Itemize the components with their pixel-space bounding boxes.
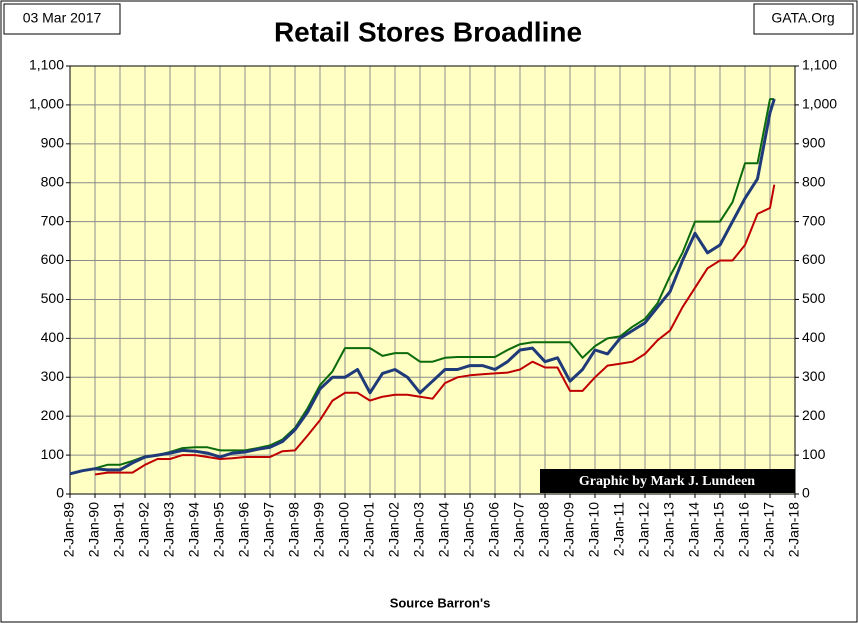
date-box (3, 3, 121, 35)
x-tick-label: 2-Jan-05 (461, 502, 477, 557)
y-tick-label: 1,100 (29, 57, 64, 73)
y-tick-label: 600 (41, 251, 65, 267)
y2-tick-label: 700 (802, 212, 826, 228)
y2-tick-label: 800 (802, 173, 826, 189)
x-tick-label: 2-Jan-11 (611, 502, 627, 556)
x-tick-label: 2-Jan-12 (636, 502, 652, 557)
x-tick-label: 2-Jan-94 (186, 502, 202, 557)
x-tick-label: 2-Jan-06 (486, 502, 502, 557)
x-axis-label: Source Barron's (390, 595, 491, 610)
y-tick-label: 100 (41, 446, 65, 462)
x-tick-label: 2-Jan-13 (661, 502, 677, 557)
y2-tick-label: 600 (802, 251, 826, 267)
y-tick-label: 300 (41, 368, 65, 384)
x-tick-label: 2-Jan-10 (586, 502, 602, 557)
y2-tick-label: 400 (802, 329, 826, 345)
x-tick-label: 2-Jan-96 (236, 502, 252, 557)
x-tick-label: 2-Jan-92 (136, 502, 152, 557)
x-tick-label: 2-Jan-07 (511, 502, 527, 557)
x-tick-label: 2-Jan-97 (261, 502, 277, 557)
plot-border (69, 65, 796, 495)
series-line (94, 184, 776, 476)
x-tick-label: 2-Jan-02 (386, 502, 402, 557)
y2-tick-label: 500 (802, 290, 826, 306)
series-line (94, 98, 775, 470)
x-tick-label: 2-Jan-00 (336, 502, 352, 557)
x-tick-label: 2-Jan-15 (711, 502, 727, 557)
y2-tick-label: 0 (802, 485, 810, 501)
y-tick-label: 900 (41, 135, 65, 151)
y2-tick-label: 1,100 (802, 57, 837, 73)
x-tick-label: 2-Jan-91 (111, 502, 127, 557)
plot: 0 0 100 100 200 200 300 300 400 400 500 500 600 600 70… (29, 57, 837, 558)
x-tick-label: 2-Jan-17 (761, 502, 777, 557)
x-tick-label: 2-Jan-89 (61, 502, 77, 557)
x-tick-label: 2-Jan-98 (286, 502, 302, 557)
x-tick-label: 2-Jan-03 (411, 502, 427, 557)
y-tick-label: 500 (41, 290, 65, 306)
x-tick-label: 2-Jan-16 (736, 502, 752, 557)
y2-tick-label: 200 (802, 407, 826, 423)
x-tick-label: 2-Jan-01 (361, 502, 377, 557)
y2-tick-label: 100 (802, 446, 826, 462)
x-tick-label: 2-Jan-99 (311, 502, 327, 557)
y-tick-label: 800 (41, 173, 65, 189)
source-label: GATA.Org (771, 10, 834, 26)
x-tick-label: 2-Jan-18 (786, 502, 802, 557)
y-tick-label: 700 (41, 212, 65, 228)
credit: Graphic by Mark J. Lundeen (579, 474, 755, 489)
x-tick-label: 2-Jan-14 (686, 502, 702, 557)
credit-box (540, 469, 795, 493)
source-box (753, 3, 854, 35)
plot-background (70, 66, 795, 494)
x-tick-label: 2-Jan-04 (436, 502, 452, 557)
x-tick-label: 2-Jan-90 (86, 502, 102, 557)
y2-tick-label: 300 (802, 368, 826, 384)
series-line (69, 98, 776, 476)
x-tick-label: 2-Jan-09 (561, 502, 577, 557)
date-label: 03 Mar 2017 (23, 10, 102, 26)
y-tick-label: 400 (41, 329, 65, 345)
y2-tick-label: 1,000 (802, 96, 837, 112)
y2-tick-label: 900 (802, 135, 826, 151)
x-tick-label: 2-Jan-08 (536, 502, 552, 557)
y-tick-label: 0 (56, 485, 64, 501)
x-tick-label: 2-Jan-93 (161, 502, 177, 557)
x-tick-label: 2-Jan-95 (211, 502, 227, 557)
y-tick-label: 1,000 (29, 96, 64, 112)
y-tick-label: 200 (41, 407, 65, 423)
chart-title: Retail Stores Broadline (274, 16, 582, 47)
